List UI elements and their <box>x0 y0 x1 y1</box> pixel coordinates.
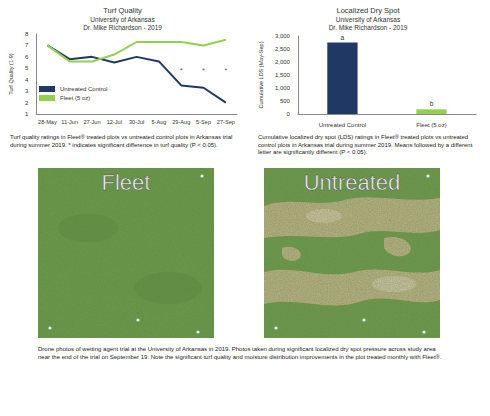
svg-text:30-Jul: 30-Jul <box>129 119 144 125</box>
svg-text:Localized Dry Spot: Localized Dry Spot <box>337 6 401 15</box>
svg-text:6: 6 <box>25 54 29 60</box>
svg-text:2: 2 <box>25 100 29 106</box>
svg-text:2,500: 2,500 <box>275 46 291 52</box>
svg-text:7: 7 <box>25 42 29 48</box>
svg-text:4: 4 <box>25 77 29 83</box>
svg-text:Untreated: Untreated <box>304 170 401 195</box>
svg-text:3,000: 3,000 <box>275 33 291 39</box>
svg-text:27-Sep: 27-Sep <box>217 119 235 125</box>
svg-text:*: * <box>180 66 183 75</box>
svg-text:11-Jun: 11-Jun <box>61 119 78 125</box>
svg-text:29-Aug: 29-Aug <box>172 119 190 125</box>
svg-text:Untreated Control: Untreated Control <box>60 86 107 92</box>
svg-text:Turf Quality (1-9): Turf Quality (1-9) <box>8 53 14 95</box>
html-text:Cumulative localized dry spot: Cumulative localized dry spot (LDS) rati… <box>258 134 473 155</box>
svg-text:5-Aug: 5-Aug <box>151 119 166 125</box>
svg-text:University of Arkansas: University of Arkansas <box>90 16 155 24</box>
svg-text:Untreated Control: Untreated Control <box>319 122 366 128</box>
svg-text:a: a <box>341 34 345 41</box>
svg-text:8: 8 <box>25 31 29 37</box>
svg-text:1: 1 <box>25 111 29 117</box>
svg-text:2,000: 2,000 <box>275 59 291 65</box>
svg-text:b: b <box>430 100 434 107</box>
svg-text:3: 3 <box>25 88 29 94</box>
svg-text:Turf Quality: Turf Quality <box>103 6 142 15</box>
svg-text:Dr. Mike Richardson - 2019: Dr. Mike Richardson - 2019 <box>83 24 162 31</box>
svg-text:Fleet: Fleet <box>102 170 151 195</box>
svg-text:1,500: 1,500 <box>275 72 291 78</box>
svg-text:*: * <box>202 66 205 75</box>
svg-text:University of Arkansas: University of Arkansas <box>336 16 401 24</box>
svg-text:*: * <box>224 66 227 75</box>
html-text:Turf quality ratings in Fleet®: Turf quality ratings in Fleet® treated p… <box>10 134 233 148</box>
svg-text:0: 0 <box>287 111 291 117</box>
svg-text:500: 500 <box>280 98 291 104</box>
svg-text:Fleet (5 oz): Fleet (5 oz) <box>60 95 90 101</box>
svg-text:Dr. Mike Richardson - 2019: Dr. Mike Richardson - 2019 <box>329 24 408 31</box>
svg-text:5-Sep: 5-Sep <box>196 119 211 125</box>
svg-text:27-Jun: 27-Jun <box>83 119 100 125</box>
svg-text:1,000: 1,000 <box>275 85 291 91</box>
html-text:Drone photos of wetting agent: Drone photos of wetting agent trial at t… <box>38 346 442 360</box>
svg-text:5: 5 <box>25 65 29 71</box>
svg-text:12-Jul: 12-Jul <box>107 119 122 125</box>
svg-text:28-May: 28-May <box>38 119 57 125</box>
svg-text:Cumulative LDS (May-Sep): Cumulative LDS (May-Sep) <box>258 41 264 108</box>
svg-text:Fleet (5 oz): Fleet (5 oz) <box>416 122 446 128</box>
